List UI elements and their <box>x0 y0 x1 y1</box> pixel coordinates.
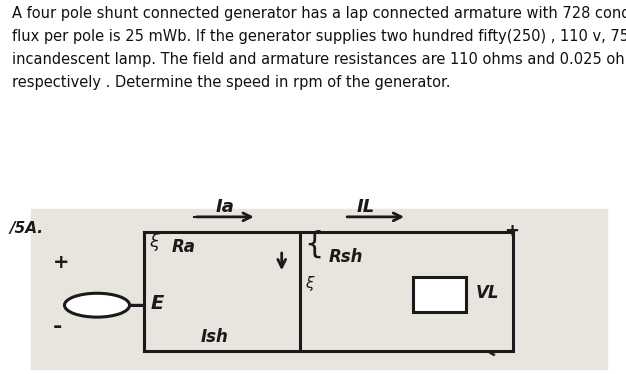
Text: A four pole shunt connected generator has a lap connected armature with 728 cond: A four pole shunt connected generator ha… <box>13 6 626 90</box>
Text: $\{$: $\{$ <box>304 228 321 260</box>
Text: $\xi$: $\xi$ <box>149 231 162 253</box>
Text: /5A.: /5A. <box>9 221 43 236</box>
Text: Ia: Ia <box>216 198 235 216</box>
Text: +: + <box>504 223 519 240</box>
Text: E: E <box>150 294 163 313</box>
Text: Ra: Ra <box>172 239 196 257</box>
Text: +: + <box>53 254 69 273</box>
Text: VL: VL <box>476 284 500 302</box>
Bar <box>413 276 466 312</box>
Text: IL: IL <box>357 198 375 216</box>
Text: Ish: Ish <box>200 328 228 346</box>
Text: -: - <box>53 317 63 337</box>
Text: $\xi$: $\xi$ <box>305 274 316 293</box>
Circle shape <box>64 293 130 317</box>
Text: -: - <box>482 344 500 365</box>
Text: Rsh: Rsh <box>329 248 363 266</box>
